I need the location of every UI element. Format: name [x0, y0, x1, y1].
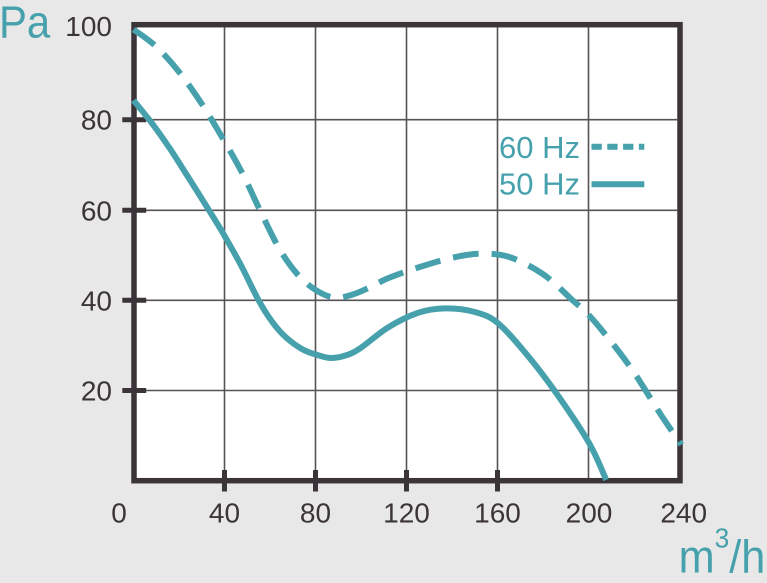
svg-text:160: 160: [474, 497, 521, 528]
svg-text:60: 60: [81, 195, 112, 226]
svg-text:80: 80: [81, 105, 112, 136]
svg-text:200: 200: [566, 497, 613, 528]
svg-text:120: 120: [383, 497, 430, 528]
svg-text:Pa: Pa: [0, 0, 51, 48]
svg-text:0: 0: [111, 497, 127, 528]
svg-text:60 Hz: 60 Hz: [499, 130, 580, 165]
svg-text:100: 100: [65, 11, 112, 42]
svg-text:20: 20: [81, 376, 112, 407]
svg-text:50 Hz: 50 Hz: [499, 166, 580, 201]
svg-text:80: 80: [300, 497, 331, 528]
svg-text:240: 240: [660, 497, 707, 528]
svg-text:40: 40: [209, 497, 240, 528]
svg-text:40: 40: [81, 285, 112, 316]
